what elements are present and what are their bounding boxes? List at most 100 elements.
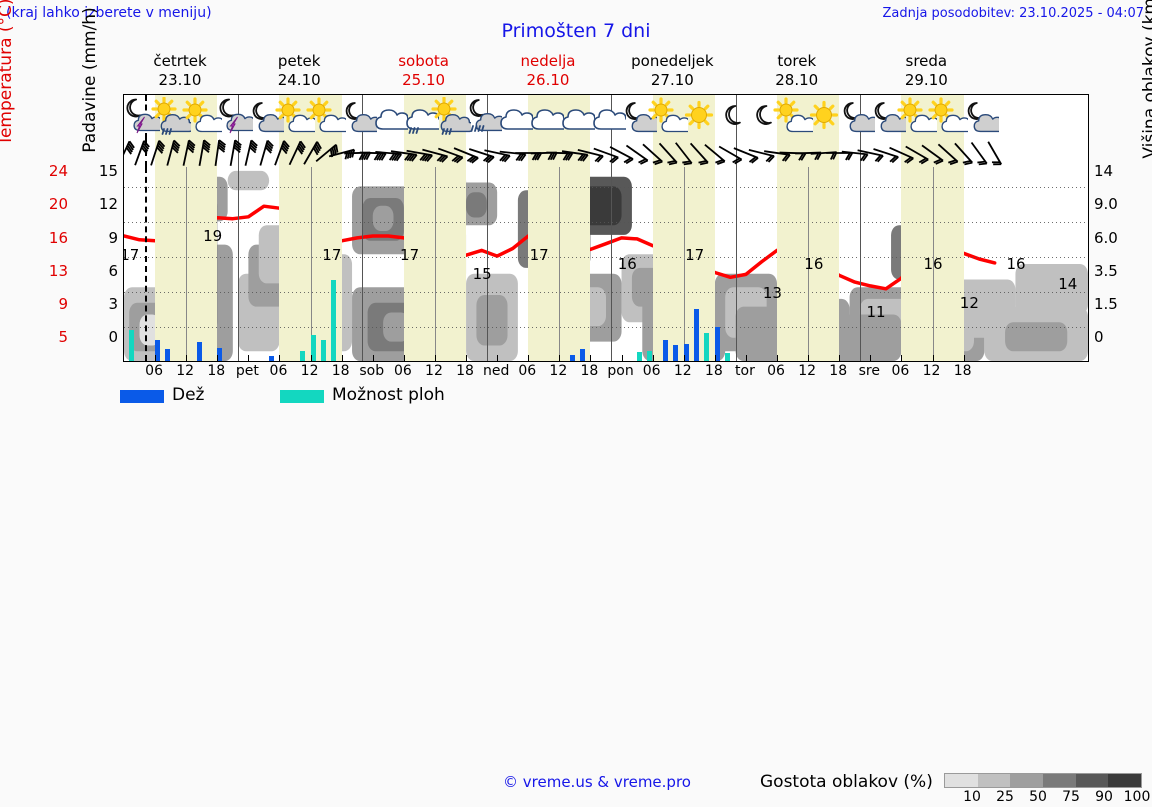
day-name: sreda: [859, 52, 994, 71]
x-tick-mark-18: [715, 355, 716, 361]
precipitation-tick-4: 3: [92, 295, 118, 313]
time-tick-8: 06: [394, 363, 412, 379]
precipitation-tick-1: 12: [92, 195, 118, 213]
x-tick-mark-11: [497, 355, 498, 361]
day-separator-3: [611, 167, 612, 361]
wind-barb-37: [691, 143, 708, 164]
temperature-label-4: 15: [473, 265, 492, 283]
location-menu-note[interactable]: (kraj lahko izberete v meniju): [6, 5, 212, 21]
time-tick-4: 06: [270, 363, 288, 379]
cloud-density-color-ramp: [944, 773, 1142, 788]
temperature-tick-0: 24: [38, 162, 68, 180]
wind-barb-55: [972, 142, 987, 164]
day-date: 27.10: [610, 71, 734, 90]
meteogram-plot[interactable]: 171917171517161713161116121614: [123, 94, 1089, 362]
temperature-label-2: 17: [322, 246, 341, 264]
day-name: petek: [237, 52, 361, 71]
x-tick-mark-22: [839, 355, 840, 361]
x-tick-mark-8: [404, 355, 405, 361]
showers-bar-20: [725, 353, 730, 361]
day-date: 26.10: [486, 71, 610, 90]
time-tick-12: 06: [518, 363, 536, 379]
temperature-label-12: 12: [960, 294, 979, 312]
noon-gridline-3: [559, 167, 560, 361]
x-tick-mark-17: [684, 355, 685, 361]
x-tick-mark-10: [466, 355, 467, 361]
time-tick-18: 18: [705, 363, 723, 379]
rain-bar-11: [580, 349, 585, 361]
wind-barb-5: [199, 140, 210, 166]
temperature-tick-1: 20: [38, 195, 68, 213]
x-tick-mark-9: [435, 355, 436, 361]
showers-bar-18: [704, 333, 709, 361]
wind-barb-3: [167, 140, 179, 165]
day-name: ponedeljek: [610, 52, 734, 71]
wind-barb-8: [245, 140, 257, 165]
x-tick-mark-20: [777, 355, 778, 361]
rain-legend-swatch: [120, 390, 164, 403]
temperature-label-0: 17: [123, 246, 139, 264]
temperature-tick-2: 16: [38, 229, 68, 247]
now-marker: [145, 167, 147, 361]
x-tick-mark-0: [155, 355, 156, 361]
x-tick-mark-7: [373, 355, 374, 361]
time-tick-20: 06: [767, 363, 785, 379]
cloud-ramp-step-4: [1076, 774, 1109, 787]
showers-bar-0: [129, 330, 134, 361]
cloud-ramp-tick-0: 10: [963, 789, 981, 805]
x-tick-mark-2: [217, 355, 218, 361]
showers-bar-12: [637, 352, 642, 361]
x-tick-mark-5: [311, 355, 312, 361]
cloud-height-tick-5: 0: [1094, 328, 1104, 346]
x-tick-mark-6: [342, 355, 343, 361]
wind-barb-56: [988, 142, 1001, 165]
copyright-link[interactable]: © vreme.us & vreme.pro: [503, 773, 691, 791]
temperature-label-8: 13: [763, 284, 782, 302]
rain-bar-5: [269, 356, 274, 361]
time-tick-7: sob: [359, 363, 384, 379]
time-tick-6: 18: [332, 363, 350, 379]
time-tick-1: 12: [176, 363, 194, 379]
time-tick-13: 12: [549, 363, 567, 379]
time-tick-5: 12: [301, 363, 319, 379]
time-tick-24: 06: [891, 363, 909, 379]
day-name: nedelja: [486, 52, 610, 71]
rain-bar-2: [165, 349, 170, 361]
showers-bar-6: [300, 351, 305, 361]
horizontal-gridline-1: [124, 222, 1088, 223]
day-separator-5: [860, 167, 861, 361]
horizontal-gridline-3: [124, 292, 1088, 293]
wind-barb-band: [124, 139, 1088, 167]
x-tick-mark-25: [933, 355, 934, 361]
cloud-height-tick-2: 6.0: [1094, 229, 1118, 247]
cloud-ramp-tick-5: 100: [1124, 789, 1151, 805]
cloud-density-legend-title: Gostota oblakov (%): [760, 772, 933, 792]
cloud-ramp-tick-3: 75: [1062, 789, 1080, 805]
cloud-ramp-step-2: [1010, 774, 1043, 787]
time-tick-26: 18: [954, 363, 972, 379]
rain-legend-label: Dež: [172, 385, 204, 405]
temperature-tick-3: 13: [38, 262, 68, 280]
precipitation-axis-title: Padavine (mm/h): [80, 0, 100, 180]
horizontal-gridline-4: [124, 327, 1088, 328]
horizontal-gridline-0: [124, 187, 1088, 188]
temperature-label-7: 17: [685, 246, 704, 264]
day-date: 28.10: [735, 71, 859, 90]
temperature-tick-4: 9: [38, 295, 68, 313]
precipitation-tick-5: 0: [92, 328, 118, 346]
temperature-label-9: 16: [804, 255, 823, 273]
cloud-ramp-tick-1: 25: [996, 789, 1014, 805]
noon-gridline-1: [311, 167, 312, 361]
time-tick-9: 12: [425, 363, 443, 379]
temperature-axis-title: Temperatura (°C): [0, 0, 16, 172]
wind-barb-10: [275, 141, 289, 165]
time-tick-10: 18: [456, 363, 474, 379]
page-title: Primošten 7 dni: [0, 20, 1152, 42]
horizontal-gridline-2: [124, 257, 1088, 258]
day-name: četrtek: [123, 52, 237, 71]
x-tick-mark-3: [248, 355, 249, 361]
